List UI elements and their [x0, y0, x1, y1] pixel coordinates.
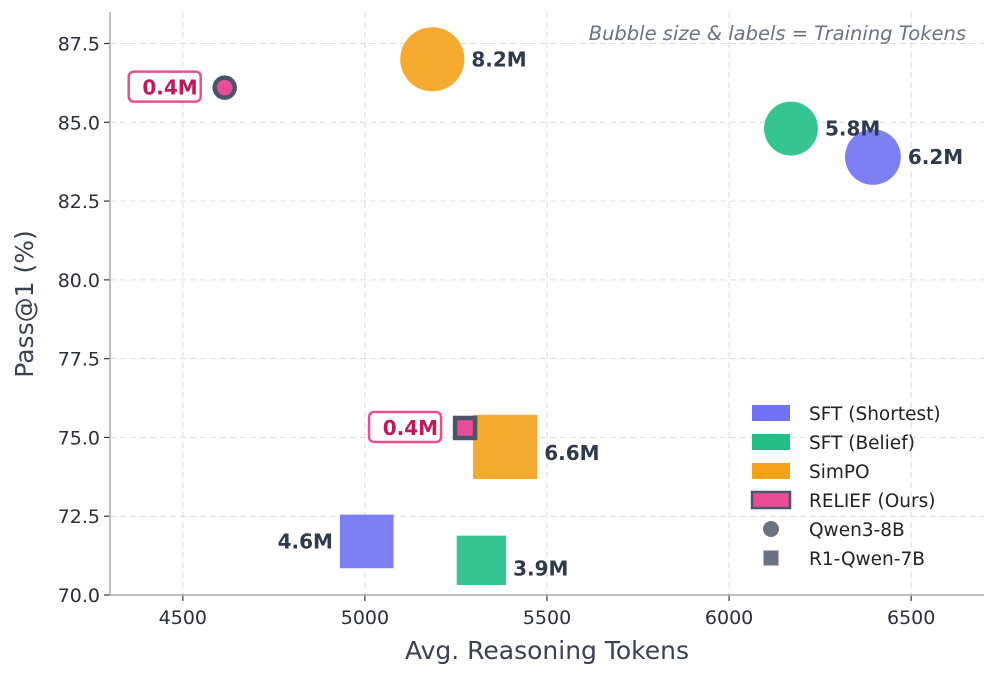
x-tick-label: 5500: [523, 607, 571, 629]
sft-belief-r1-qwen-7b-marker: [456, 535, 507, 586]
marks-layer: [212, 27, 901, 586]
legend-swatch: [752, 434, 790, 450]
legend-label: SimPO: [809, 462, 870, 483]
label-box: [367, 410, 443, 444]
y-tick-label: 75.0: [58, 427, 100, 449]
label-box: [127, 70, 202, 103]
data-label: 3.9M: [513, 556, 568, 580]
legend-circle-marker: [763, 521, 779, 537]
relief-ours-qwen3-8b-marker: [212, 75, 237, 100]
x-tick-label: 4500: [159, 607, 207, 629]
data-label: 4.6M: [278, 529, 333, 553]
sft-shortest-r1-qwen-7b-marker: [339, 514, 394, 569]
legend-label: SFT (Shortest): [809, 404, 941, 425]
legend-label: Qwen3-8B: [809, 520, 905, 541]
y-tick-label: 80.0: [58, 270, 100, 292]
legend-square-marker: [763, 550, 779, 566]
y-tick-label: 77.5: [58, 349, 100, 371]
legend-swatch: [752, 405, 790, 421]
legend-swatch: [752, 463, 790, 479]
y-tick-label: 72.5: [58, 506, 100, 528]
grid-layer: [110, 12, 984, 596]
data-label: 0.4M: [383, 416, 438, 440]
legend-label: R1-Qwen-7B: [809, 549, 925, 570]
data-labels-layer: 6.2M 4.6M 5.8M 3.9M 8.2M 6.6M 0.4M 0.4M: [127, 47, 963, 580]
data-label: 6.6M: [544, 441, 599, 465]
x-tick-label: 5000: [341, 607, 389, 629]
data-label: 5.8M: [825, 117, 880, 141]
data-label: 8.2M: [471, 47, 526, 71]
legend-label: SFT (Belief): [809, 433, 915, 454]
sft-belief-qwen3-8b-marker: [764, 101, 818, 156]
y-tick-label: 82.5: [58, 191, 100, 213]
y-tick-label: 70.0: [58, 585, 100, 607]
simpo-r1-qwen-7b-marker: [473, 414, 538, 479]
x-tick-label: 6000: [705, 607, 753, 629]
x-tick-label: 6500: [887, 607, 935, 629]
axes-layer: 4500 5000 5500 6000 6500 70.0 72.5 75.0 77.5 80.0…: [58, 12, 984, 629]
legend-label: RELIEF (Ours): [809, 491, 935, 512]
legend-swatch: [750, 490, 792, 510]
simpo-qwen3-8b-marker: [400, 27, 465, 92]
sft-shortest-qwen3-8b-marker: [845, 129, 901, 185]
data-label: 6.2M: [908, 145, 963, 169]
y-tick-label: 85.0: [58, 112, 100, 134]
relief-ours-r1-qwen-7b-marker: [452, 415, 478, 441]
y-tick-label: 87.5: [58, 34, 100, 56]
data-label: 0.4M: [142, 76, 197, 100]
y-axis-label: Pass@1 (%): [10, 230, 39, 377]
x-axis-label: Avg. Reasoning Tokens: [405, 636, 689, 665]
chart-annotation: Bubble size & labels = Training Tokens: [589, 22, 966, 45]
legend: SFT (Shortest) SFT (Belief) SimPO RELIEF (O…: [750, 404, 941, 570]
